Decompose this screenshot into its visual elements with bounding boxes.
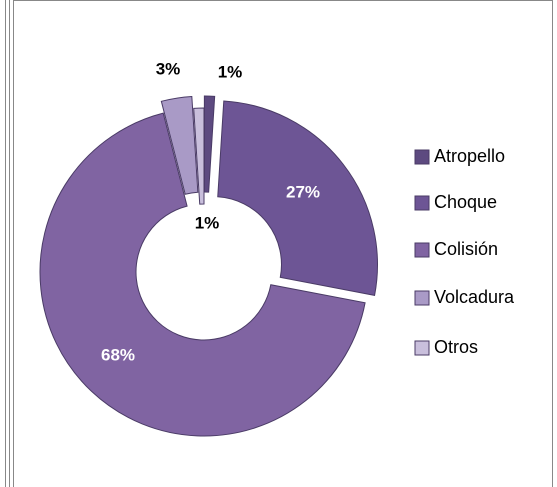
legend-swatch xyxy=(414,290,430,306)
data-label: 1% xyxy=(195,213,220,232)
slice xyxy=(203,95,216,193)
legend-swatch xyxy=(414,340,430,356)
slice xyxy=(39,112,366,437)
legend-label: Volcadura xyxy=(434,287,515,307)
legend-swatch xyxy=(414,242,430,258)
data-label: 1% xyxy=(218,62,243,81)
data-label: 27% xyxy=(286,182,320,201)
slice xyxy=(160,95,199,195)
legend-label: Otros xyxy=(434,337,478,357)
legend-swatch xyxy=(414,195,430,211)
data-label: 68% xyxy=(101,345,135,364)
legend-label: Colisión xyxy=(434,239,498,259)
chart-border xyxy=(13,0,553,487)
slice xyxy=(217,100,378,296)
slice xyxy=(193,107,205,205)
data-label: 3% xyxy=(156,59,181,78)
legend-label: Atropello xyxy=(434,146,505,166)
legend-label: Choque xyxy=(434,192,497,212)
legend-swatch xyxy=(414,149,430,165)
